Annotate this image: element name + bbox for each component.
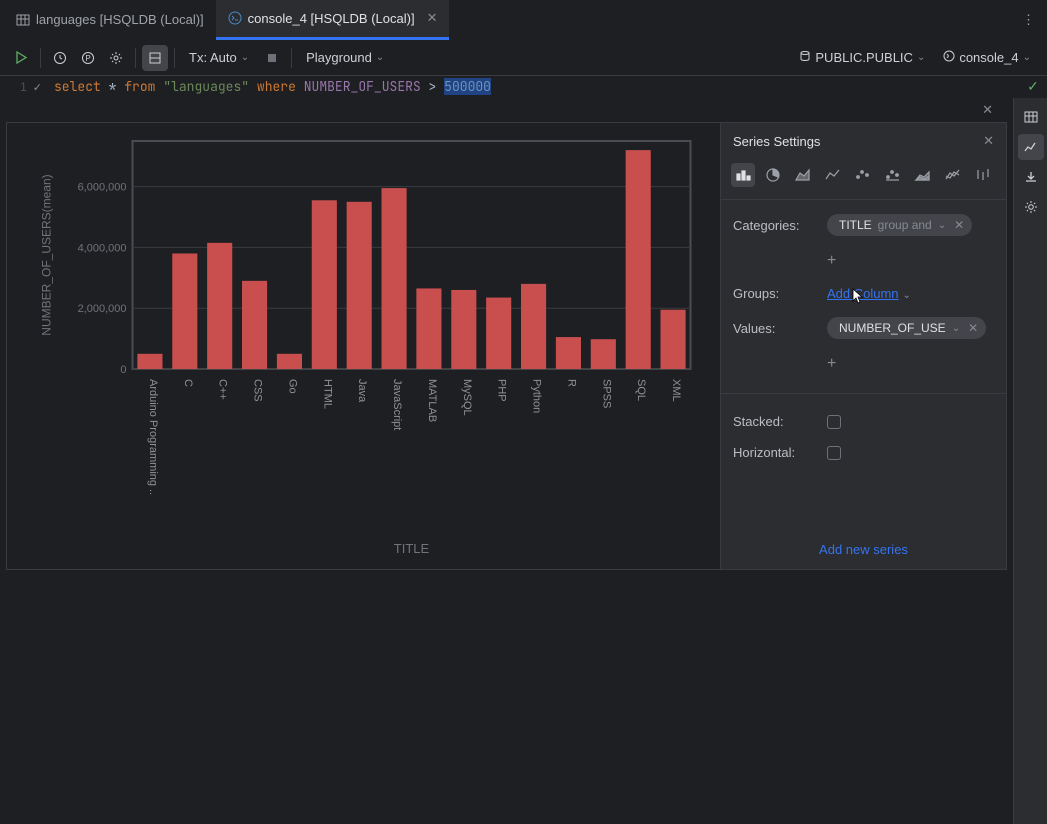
- tx-mode-dropdown[interactable]: Tx: Auto ⌄: [181, 50, 257, 65]
- checkmark-icon: ✓: [33, 81, 42, 94]
- values-label: Values:: [733, 321, 819, 336]
- svg-text:CSS: CSS: [252, 379, 264, 402]
- stacked-label: Stacked:: [733, 414, 819, 429]
- svg-text:Arduino Programming ..: Arduino Programming ..: [147, 379, 159, 495]
- chevron-down-icon: ⌄: [376, 52, 384, 63]
- add-column-link[interactable]: Add Column⌄: [827, 286, 911, 301]
- series-settings-panel: Series Settings ✕ Categories: TITLE grou…: [720, 123, 1006, 569]
- chart-type-scatter[interactable]: [851, 163, 875, 187]
- chevron-down-icon: ⌄: [241, 52, 249, 63]
- remove-icon[interactable]: ✕: [968, 321, 978, 335]
- tab-languages[interactable]: languages [HSQLDB (Local)]: [4, 0, 216, 40]
- svg-text:HTML: HTML: [321, 379, 333, 409]
- toolbar: P Tx: Auto ⌄ Playground ⌄ PUBLIC.PUBLIC …: [0, 40, 1047, 76]
- stacked-checkbox[interactable]: [827, 415, 841, 429]
- svg-text:PHP: PHP: [496, 379, 508, 402]
- chart-type-area[interactable]: [791, 163, 815, 187]
- chart-type-scatter2[interactable]: [881, 163, 905, 187]
- svg-text:P: P: [85, 54, 90, 63]
- chart-type-line2[interactable]: [941, 163, 965, 187]
- groups-label: Groups:: [733, 286, 819, 301]
- layout-icon[interactable]: [142, 45, 168, 71]
- tab-label: console_4 [HSQLDB (Local)]: [248, 11, 415, 26]
- chart-type-line[interactable]: [821, 163, 845, 187]
- console-icon: [228, 11, 242, 25]
- history-icon[interactable]: [47, 45, 73, 71]
- editor[interactable]: 1 ✓ select * from "languages" where NUMB…: [0, 76, 1047, 98]
- chart-type-selector: [721, 159, 1006, 200]
- add-value-button[interactable]: +: [733, 355, 994, 373]
- settings-icon[interactable]: [103, 45, 129, 71]
- tab-label: languages [HSQLDB (Local)]: [36, 12, 204, 27]
- values-pill[interactable]: NUMBER_OF_USE ⌄ ✕: [827, 317, 986, 339]
- svg-text:2,000,000: 2,000,000: [78, 303, 127, 315]
- more-icon[interactable]: ⋮: [1010, 12, 1047, 28]
- horizontal-label: Horizontal:: [733, 445, 819, 460]
- close-panel-icon[interactable]: ✕: [982, 102, 1007, 118]
- chart-type-area2[interactable]: [911, 163, 935, 187]
- sql-code[interactable]: select * from "languages" where NUMBER_O…: [48, 76, 1019, 97]
- svg-text:C: C: [182, 379, 194, 387]
- categories-pill[interactable]: TITLE group and ⌄ ✕: [827, 214, 972, 236]
- console-label: console_4: [959, 50, 1018, 65]
- table-icon: [16, 13, 30, 27]
- inspection-gutter: ✓: [1019, 76, 1047, 97]
- chart-type-stock[interactable]: [971, 163, 995, 187]
- playground-dropdown[interactable]: Playground ⌄: [298, 50, 392, 65]
- right-tool-strip: [1013, 98, 1047, 824]
- add-new-series-link[interactable]: Add new series: [819, 542, 908, 557]
- chart-type-pie[interactable]: [761, 163, 785, 187]
- line-number: 1: [20, 80, 27, 94]
- svg-text:4,000,000: 4,000,000: [78, 242, 127, 254]
- svg-text:Python: Python: [531, 379, 543, 413]
- svg-text:Java: Java: [356, 379, 368, 403]
- svg-text:JavaScript: JavaScript: [391, 379, 403, 430]
- gear-icon[interactable]: [1018, 194, 1044, 220]
- horizontal-checkbox[interactable]: [827, 446, 841, 460]
- remove-icon[interactable]: ✕: [954, 218, 964, 232]
- chart-container: 0 2,000,000 4,000,000 6,000,000 Arduino Prog…: [6, 122, 1007, 570]
- schema-label: PUBLIC.PUBLIC: [815, 50, 913, 65]
- db-icon: [799, 50, 811, 65]
- gutter: 1 ✓: [0, 76, 48, 97]
- schema-dropdown[interactable]: PUBLIC.PUBLIC ⌄: [791, 50, 933, 65]
- svg-text:SPSS: SPSS: [600, 379, 612, 408]
- chart-view-icon[interactable]: [1018, 134, 1044, 160]
- svg-text:NUMBER_OF_USERS(mean): NUMBER_OF_USERS(mean): [40, 174, 54, 335]
- table-view-icon[interactable]: [1018, 104, 1044, 130]
- tabs-bar: languages [HSQLDB (Local)] console_4 [HS…: [0, 0, 1047, 40]
- svg-text:MATLAB: MATLAB: [426, 379, 438, 422]
- check-icon: ✓: [1027, 78, 1039, 97]
- svg-text:XML: XML: [670, 379, 682, 402]
- series-settings-title: Series Settings: [733, 134, 820, 149]
- svg-text:6,000,000: 6,000,000: [78, 182, 127, 194]
- chart[interactable]: 0 2,000,000 4,000,000 6,000,000 Arduino Prog…: [7, 123, 720, 569]
- chart-type-bar[interactable]: [731, 163, 755, 187]
- export-icon[interactable]: [1018, 164, 1044, 190]
- chevron-down-icon: ⌄: [952, 323, 960, 334]
- playground-label: Playground: [306, 50, 372, 65]
- console-dropdown[interactable]: console_4 ⌄: [935, 50, 1039, 65]
- run-button[interactable]: [8, 45, 34, 71]
- svg-text:R: R: [565, 379, 577, 387]
- chevron-down-icon: ⌄: [1023, 52, 1031, 63]
- svg-text:0: 0: [120, 364, 126, 376]
- close-icon[interactable]: ✕: [983, 133, 994, 149]
- tx-label: Tx: Auto: [189, 50, 237, 65]
- explain-icon[interactable]: P: [75, 45, 101, 71]
- chevron-down-icon: ⌄: [938, 220, 946, 231]
- commit-icon[interactable]: [259, 45, 285, 71]
- add-category-button[interactable]: +: [733, 252, 994, 270]
- svg-text:C++: C++: [217, 379, 229, 400]
- close-icon[interactable]: ✕: [427, 10, 438, 26]
- svg-text:SQL: SQL: [635, 379, 647, 401]
- console-small-icon: [943, 50, 955, 65]
- categories-label: Categories:: [733, 218, 819, 233]
- svg-text:MySQL: MySQL: [461, 379, 473, 416]
- svg-text:Go: Go: [286, 379, 298, 394]
- tab-console4[interactable]: console_4 [HSQLDB (Local)] ✕: [216, 0, 450, 40]
- chevron-down-icon: ⌄: [917, 52, 925, 63]
- chevron-down-icon: ⌄: [903, 290, 911, 301]
- svg-text:TITLE: TITLE: [394, 541, 430, 556]
